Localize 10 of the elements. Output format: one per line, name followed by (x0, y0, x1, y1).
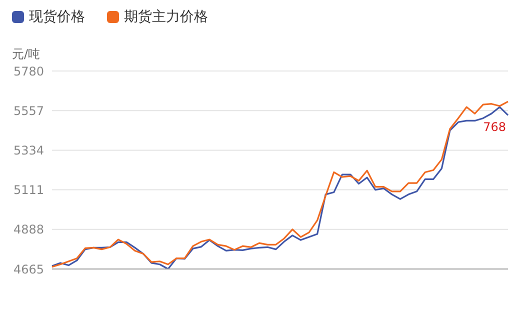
y-axis-title: 元/吨 (12, 46, 42, 63)
legend-label: 期货主力价格 (124, 8, 208, 26)
y-tick-label: 5557 (13, 104, 44, 118)
y-tick-label: 5111 (13, 183, 44, 198)
annotation: 768 (483, 120, 506, 134)
y-tick-label: 4665 (13, 262, 44, 276)
y-tick-label: 4888 (13, 222, 44, 237)
legend-label: 现货价格 (29, 8, 85, 26)
y-tick-label: 5780 (13, 64, 44, 78)
y-tick-label: 5334 (13, 143, 44, 158)
